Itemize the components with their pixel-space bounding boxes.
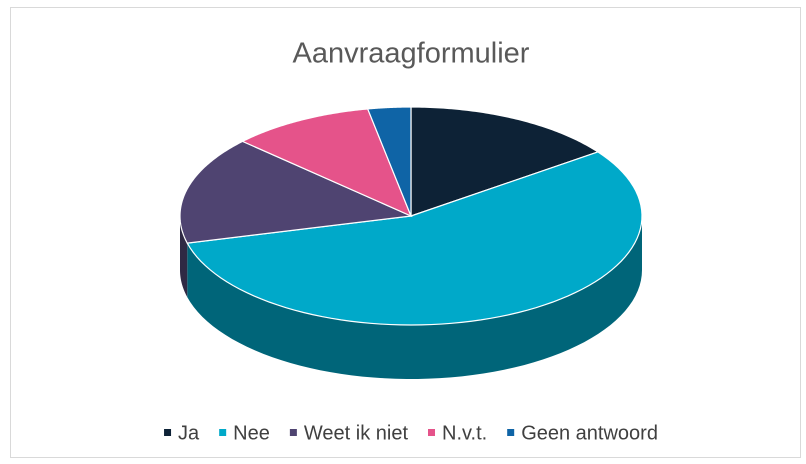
legend-marker [289,429,297,436]
legend-label: N.v.t. [442,422,487,444]
pie-side [187,216,642,379]
legend-label: Nee [233,422,270,444]
legend-label: Weet ik niet [304,422,409,444]
legend-label: Ja [178,422,200,444]
legend-marker [219,429,227,436]
chart-title: Aanvraagformulier [293,38,530,70]
legend-marker [507,429,515,436]
pie-slice [410,106,600,217]
pie-slice [366,106,412,217]
pie-slice [179,140,414,244]
pie-slice [186,151,643,326]
pie-slice [241,108,413,218]
pie-side [180,216,188,298]
legend-marker [428,429,435,436]
legend: Ja Nee Weet ik niet N.v.t. Geen antwoord [164,422,658,444]
legend-label: Geen antwoord [521,422,658,444]
legend-marker [164,429,172,436]
